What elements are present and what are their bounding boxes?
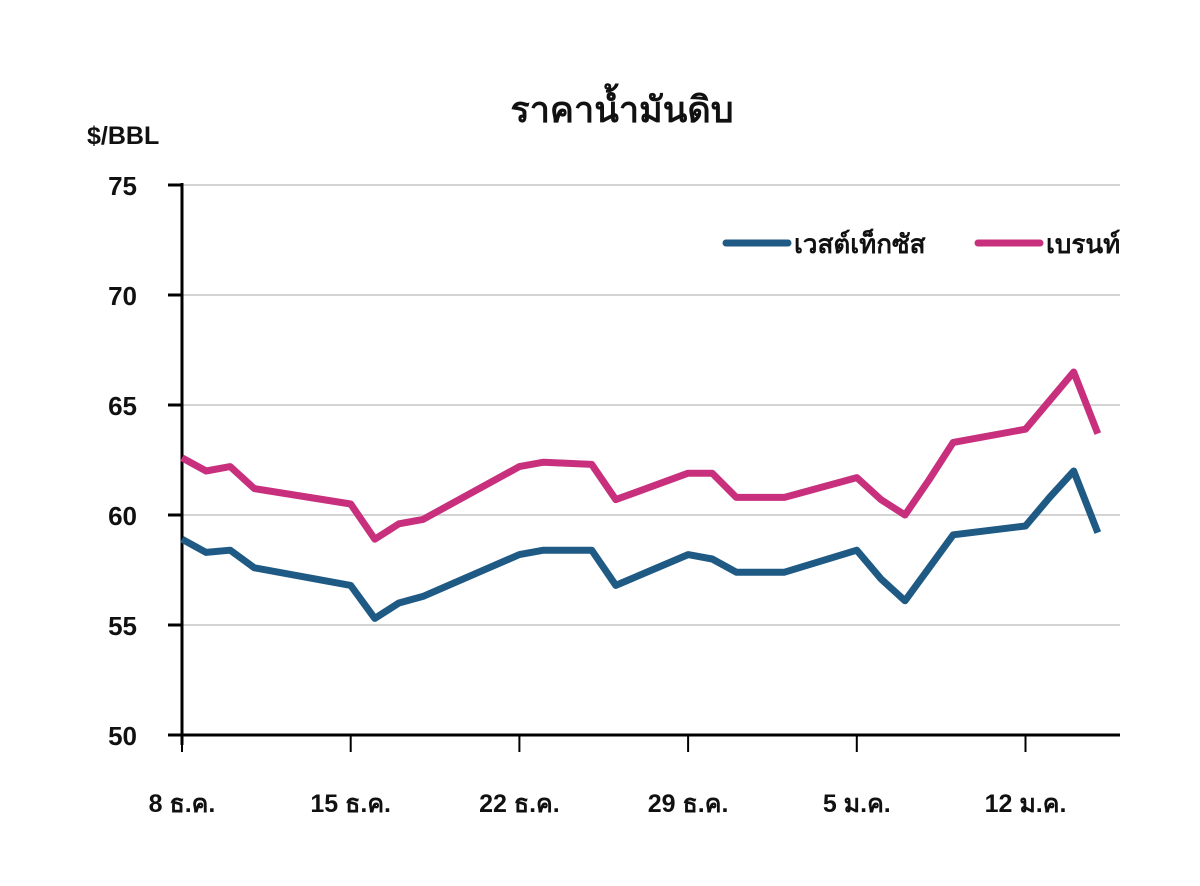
legend: เวสต์เท็กซัส เบรนท์	[722, 228, 1120, 259]
x-tick-label: 5 ม.ค.	[823, 790, 891, 818]
series-lines	[180, 368, 1102, 622]
x-tick-label: 12 ม.ค.	[985, 790, 1067, 818]
legend-label-brent: เบรนท์	[1046, 229, 1120, 259]
y-tick-label: 55	[108, 611, 137, 641]
x-axis-ticks: 8 ธ.ค. 15 ธ.ค. 22 ธ.ค. 29 ธ.ค. 5 ม.ค. 12 ม.ค.	[149, 735, 1067, 818]
x-tick-label: 29 ธ.ค.	[648, 790, 729, 818]
y-axis-unit-label: $/BBL	[87, 122, 159, 150]
y-tick-label: 65	[108, 391, 137, 421]
y-tick-label: 70	[108, 281, 137, 311]
y-axis-ticks: 50 55 60 65 70 75	[108, 171, 182, 751]
legend-label-wti: เวสต์เท็กซัส	[794, 228, 926, 259]
series-line-wti	[180, 467, 1102, 622]
chart-title: ราคาน้ำมันดิบ	[510, 83, 733, 130]
gridlines	[182, 184, 1120, 626]
y-tick-label: 60	[108, 501, 137, 531]
y-tick-label: 75	[108, 171, 137, 201]
x-tick-label: 15 ธ.ค.	[310, 790, 391, 818]
series-line-brent	[180, 368, 1102, 543]
x-tick-label: 8 ธ.ค.	[149, 790, 216, 818]
x-tick-label: 22 ธ.ค.	[479, 790, 560, 818]
y-tick-label: 50	[108, 721, 137, 751]
